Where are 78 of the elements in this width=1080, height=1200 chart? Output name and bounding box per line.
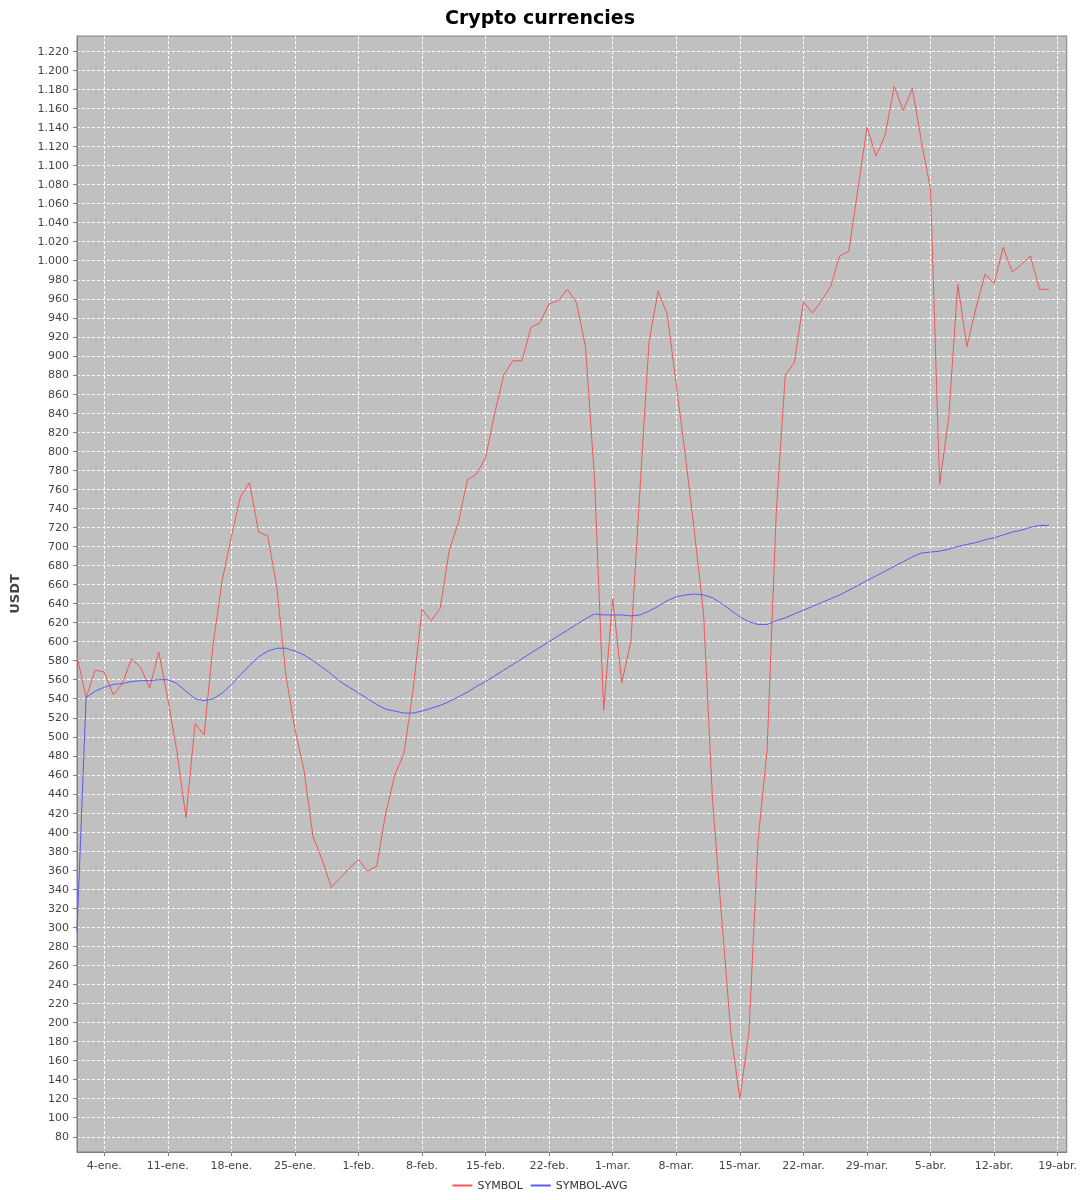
y-tick-label: 720 (48, 520, 69, 534)
y-tick-label: 360 (48, 863, 69, 877)
y-tick-label: 500 (48, 730, 69, 744)
x-tick-label: 22-mar. (782, 1159, 825, 1172)
y-tick-label: 480 (48, 749, 69, 763)
x-tick-label: 8-mar. (658, 1159, 695, 1172)
y-tick-label: 660 (48, 577, 69, 591)
y-tick-label: 860 (48, 387, 69, 401)
y-tick-label: 780 (48, 463, 69, 477)
x-tick-label: 29-mar. (845, 1159, 889, 1172)
y-tick-label: 260 (48, 958, 69, 972)
y-tick-label: 200 (48, 1016, 69, 1029)
y-tick-label: 1.120 (37, 139, 69, 153)
y-tick-label: 1.080 (37, 178, 69, 192)
y-tick-label: 420 (48, 806, 69, 820)
x-tick-label: 4-ene. (86, 1159, 122, 1172)
y-tick-label: 180 (48, 1035, 69, 1049)
legend-label: SYMBOL-AVG (555, 1179, 628, 1192)
y-tick-label: 440 (48, 787, 69, 801)
x-tick-label: 25-ene. (273, 1159, 316, 1172)
y-tick-label: 80 (55, 1130, 69, 1144)
y-tick-label: 320 (48, 901, 69, 915)
y-tick-label: 1.200 (37, 63, 69, 77)
y-tick-label: 700 (48, 539, 69, 553)
y-tick-label: 560 (48, 673, 69, 687)
y-tick-label: 940 (48, 311, 69, 325)
x-tick-label: 1-feb. (342, 1159, 375, 1172)
y-tick-label: 400 (48, 825, 69, 839)
y-tick-label: 540 (48, 692, 69, 706)
y-tick-label: 1.160 (37, 101, 69, 115)
y-tick-label: 760 (48, 482, 69, 496)
y-tick-label: 960 (48, 292, 69, 306)
y-tick-label: 680 (48, 558, 69, 572)
x-tick-label: 1-mar. (595, 1159, 631, 1172)
y-tick-label: 340 (48, 882, 69, 896)
x-tick-label: 8-feb. (406, 1159, 439, 1172)
y-tick-label: 840 (48, 406, 69, 420)
chart-title: Crypto currencies (445, 5, 635, 28)
x-tick-label: 22-feb. (529, 1159, 569, 1172)
y-tick-label: 220 (48, 996, 69, 1010)
y-tick-label: 820 (48, 425, 69, 439)
y-tick-label: 1.100 (37, 159, 69, 172)
y-tick-label: 280 (48, 939, 69, 953)
y-tick-label: 740 (48, 501, 69, 515)
x-tick-label: 15-feb. (466, 1159, 506, 1172)
y-tick-label: 120 (48, 1092, 69, 1106)
y-tick-label: 460 (48, 768, 69, 782)
y-tick-label: 520 (48, 711, 69, 725)
y-tick-label: 1.140 (37, 120, 69, 134)
y-tick-label: 140 (48, 1073, 69, 1087)
x-tick-label: 19-abr. (1038, 1159, 1078, 1172)
x-tick-label: 11-ene. (146, 1159, 189, 1172)
y-tick-label: 980 (48, 273, 69, 287)
y-tick-label: 600 (48, 635, 69, 649)
y-tick-label: 580 (48, 654, 69, 668)
y-axis-title: USDT (7, 574, 22, 614)
y-tick-label: 160 (48, 1054, 69, 1068)
y-tick-label: 900 (48, 349, 69, 363)
x-tick-label: 12-abr. (974, 1159, 1014, 1172)
y-tick-label: 1.220 (37, 44, 69, 58)
y-tick-label: 1.020 (37, 235, 69, 249)
y-tick-label: 100 (48, 1111, 69, 1125)
y-tick-label: 300 (48, 920, 69, 934)
y-tick-label: 1.180 (37, 82, 69, 96)
y-tick-label: 620 (48, 616, 69, 630)
legend-label: SYMBOL (477, 1179, 524, 1192)
x-tick-label: 15-mar. (718, 1159, 762, 1172)
x-tick-label: 5-abr. (914, 1159, 947, 1172)
y-tick-label: 240 (48, 977, 69, 991)
y-tick-label: 920 (48, 330, 69, 344)
x-tick-label: 18-ene. (210, 1159, 253, 1172)
y-tick-label: 1.040 (37, 216, 69, 230)
y-tick-label: 1.000 (37, 254, 69, 268)
y-tick-label: 380 (48, 844, 69, 858)
y-tick-label: 640 (48, 597, 69, 611)
y-tick-label: 800 (48, 444, 69, 458)
y-tick-label: 1.060 (37, 197, 69, 211)
y-tick-label: 880 (48, 368, 69, 382)
